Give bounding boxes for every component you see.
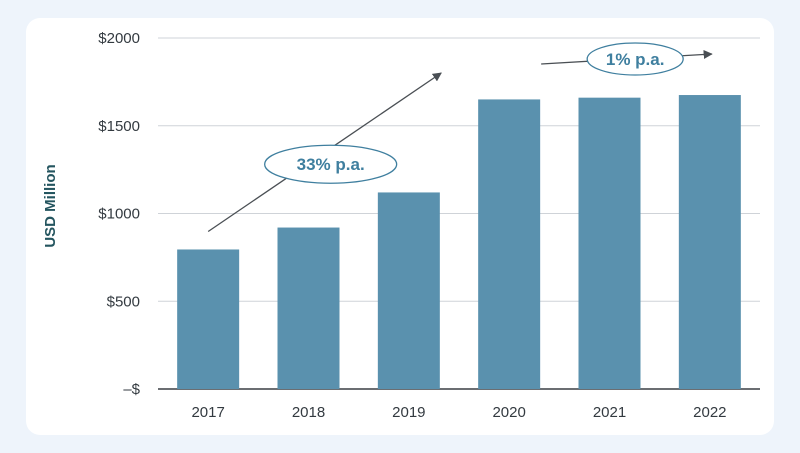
- x-tick-labels: 2017 2018 2019 2020 2021 2022: [191, 404, 726, 421]
- annotation-ellipse-1: [264, 144, 398, 184]
- annotation-label-2: 1% p.a.: [606, 50, 665, 69]
- y-tick-label: $500: [107, 293, 140, 310]
- y-axis-label: USD Million: [42, 164, 59, 247]
- bar-2022: [678, 95, 741, 389]
- growth-annotations: 33% p.a. 1% p.a.: [207, 42, 713, 233]
- x-tick-label: 2022: [693, 404, 726, 421]
- y-tick-label: $2000: [98, 30, 140, 47]
- y-tick-label: –$: [123, 381, 140, 398]
- bar-2019: [377, 192, 440, 389]
- y-tick-label: $1000: [98, 206, 140, 223]
- y-tick-label: $1500: [98, 118, 140, 135]
- x-tick-label: 2021: [593, 404, 626, 421]
- annotation-label-1: 33% p.a.: [297, 155, 365, 174]
- x-tick-label: 2019: [392, 404, 425, 421]
- annotation-ellipse-2: [586, 42, 684, 76]
- x-tick-label: 2017: [191, 404, 224, 421]
- bar-series: [177, 95, 741, 390]
- bar-2018: [277, 227, 340, 389]
- bar-2020: [478, 99, 541, 390]
- bar-2021: [578, 97, 641, 390]
- x-tick-label: 2018: [292, 404, 325, 421]
- gridlines: [158, 37, 760, 390]
- x-tick-label: 2020: [492, 404, 525, 421]
- bar-2017: [177, 249, 240, 389]
- y-tick-labels: –$ $500 $1000 $1500 $2000: [98, 30, 140, 398]
